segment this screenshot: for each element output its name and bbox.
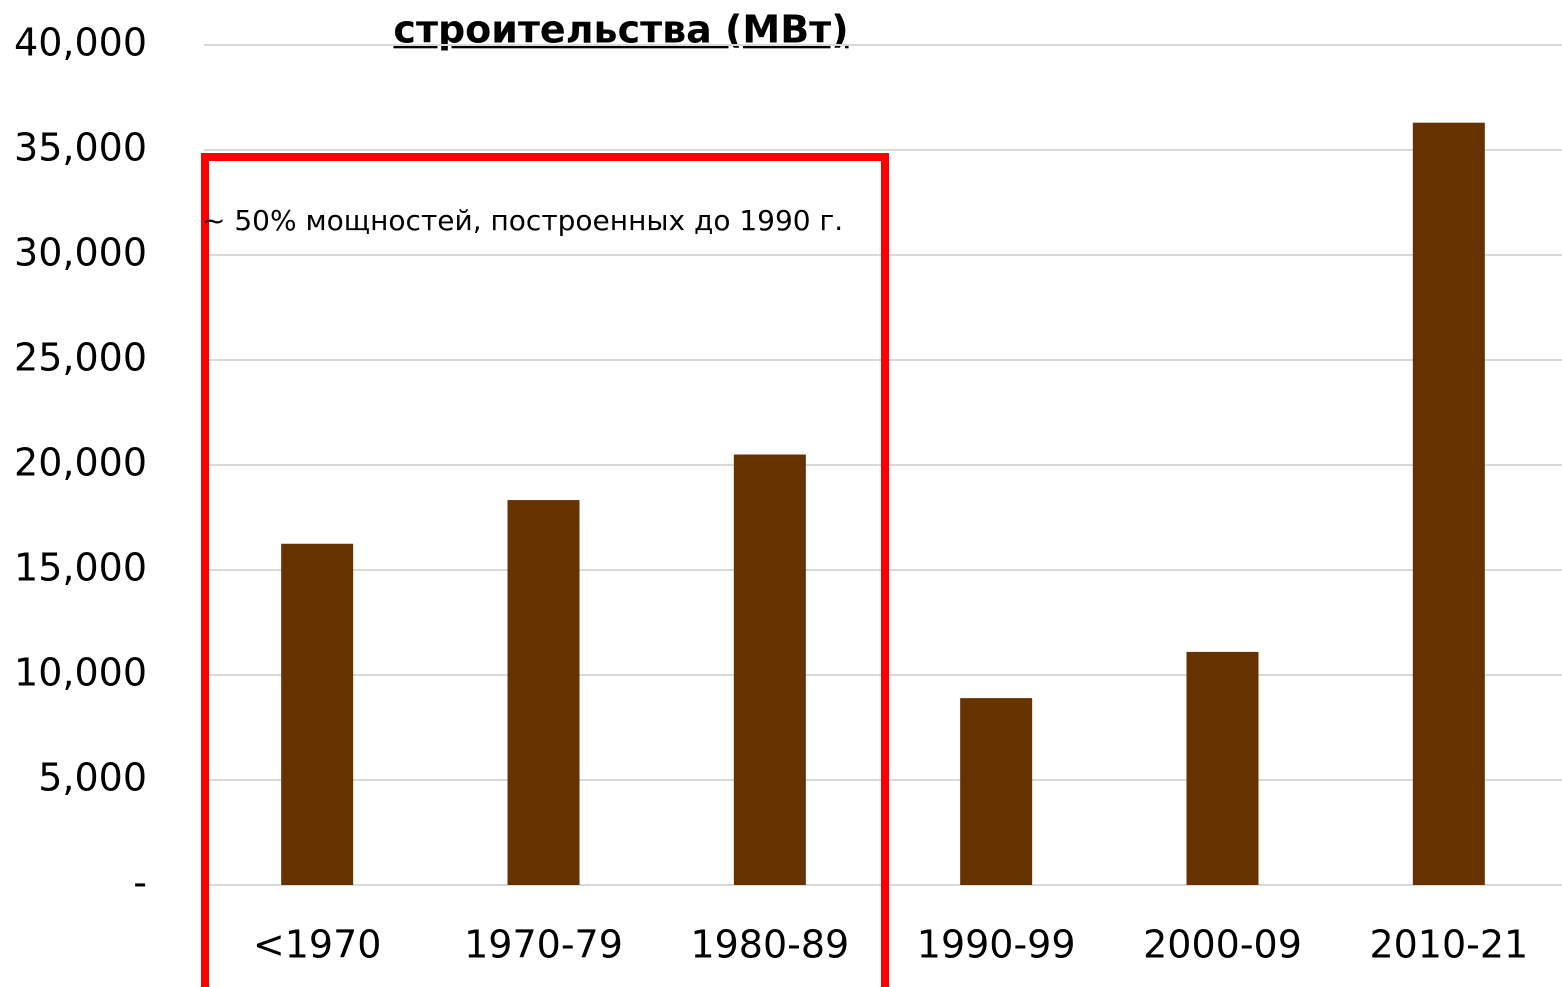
annotation: ~ 50% мощностей, построенных до 1990 г. — [202, 204, 843, 237]
bar — [960, 698, 1033, 885]
x-tick-label: 1980-89 — [690, 923, 849, 967]
bar — [733, 454, 806, 885]
x-tick-label: 1970-79 — [464, 923, 623, 967]
y-tick-label: 15,000 — [14, 546, 147, 590]
y-tick-label: 5,000 — [38, 756, 147, 800]
y-tick-label: 20,000 — [14, 441, 147, 485]
bar — [1412, 122, 1485, 885]
y-tick-label: - — [133, 861, 147, 905]
x-tick-label: 2000-09 — [1143, 923, 1302, 967]
y-tick-label: 10,000 — [14, 651, 147, 695]
y-tick-label: 35,000 — [14, 126, 147, 170]
bar — [507, 500, 580, 885]
highlight-box — [201, 153, 889, 987]
x-tick-label: 2010-21 — [1369, 923, 1528, 967]
y-tick-label: 30,000 — [14, 231, 147, 275]
bar — [281, 543, 354, 885]
x-tick-label: 1990-99 — [917, 923, 1076, 967]
y-tick-label: 40,000 — [14, 21, 147, 65]
x-tick-label: <1970 — [253, 923, 382, 967]
bar — [1186, 651, 1259, 885]
y-tick-label: 25,000 — [14, 336, 147, 380]
